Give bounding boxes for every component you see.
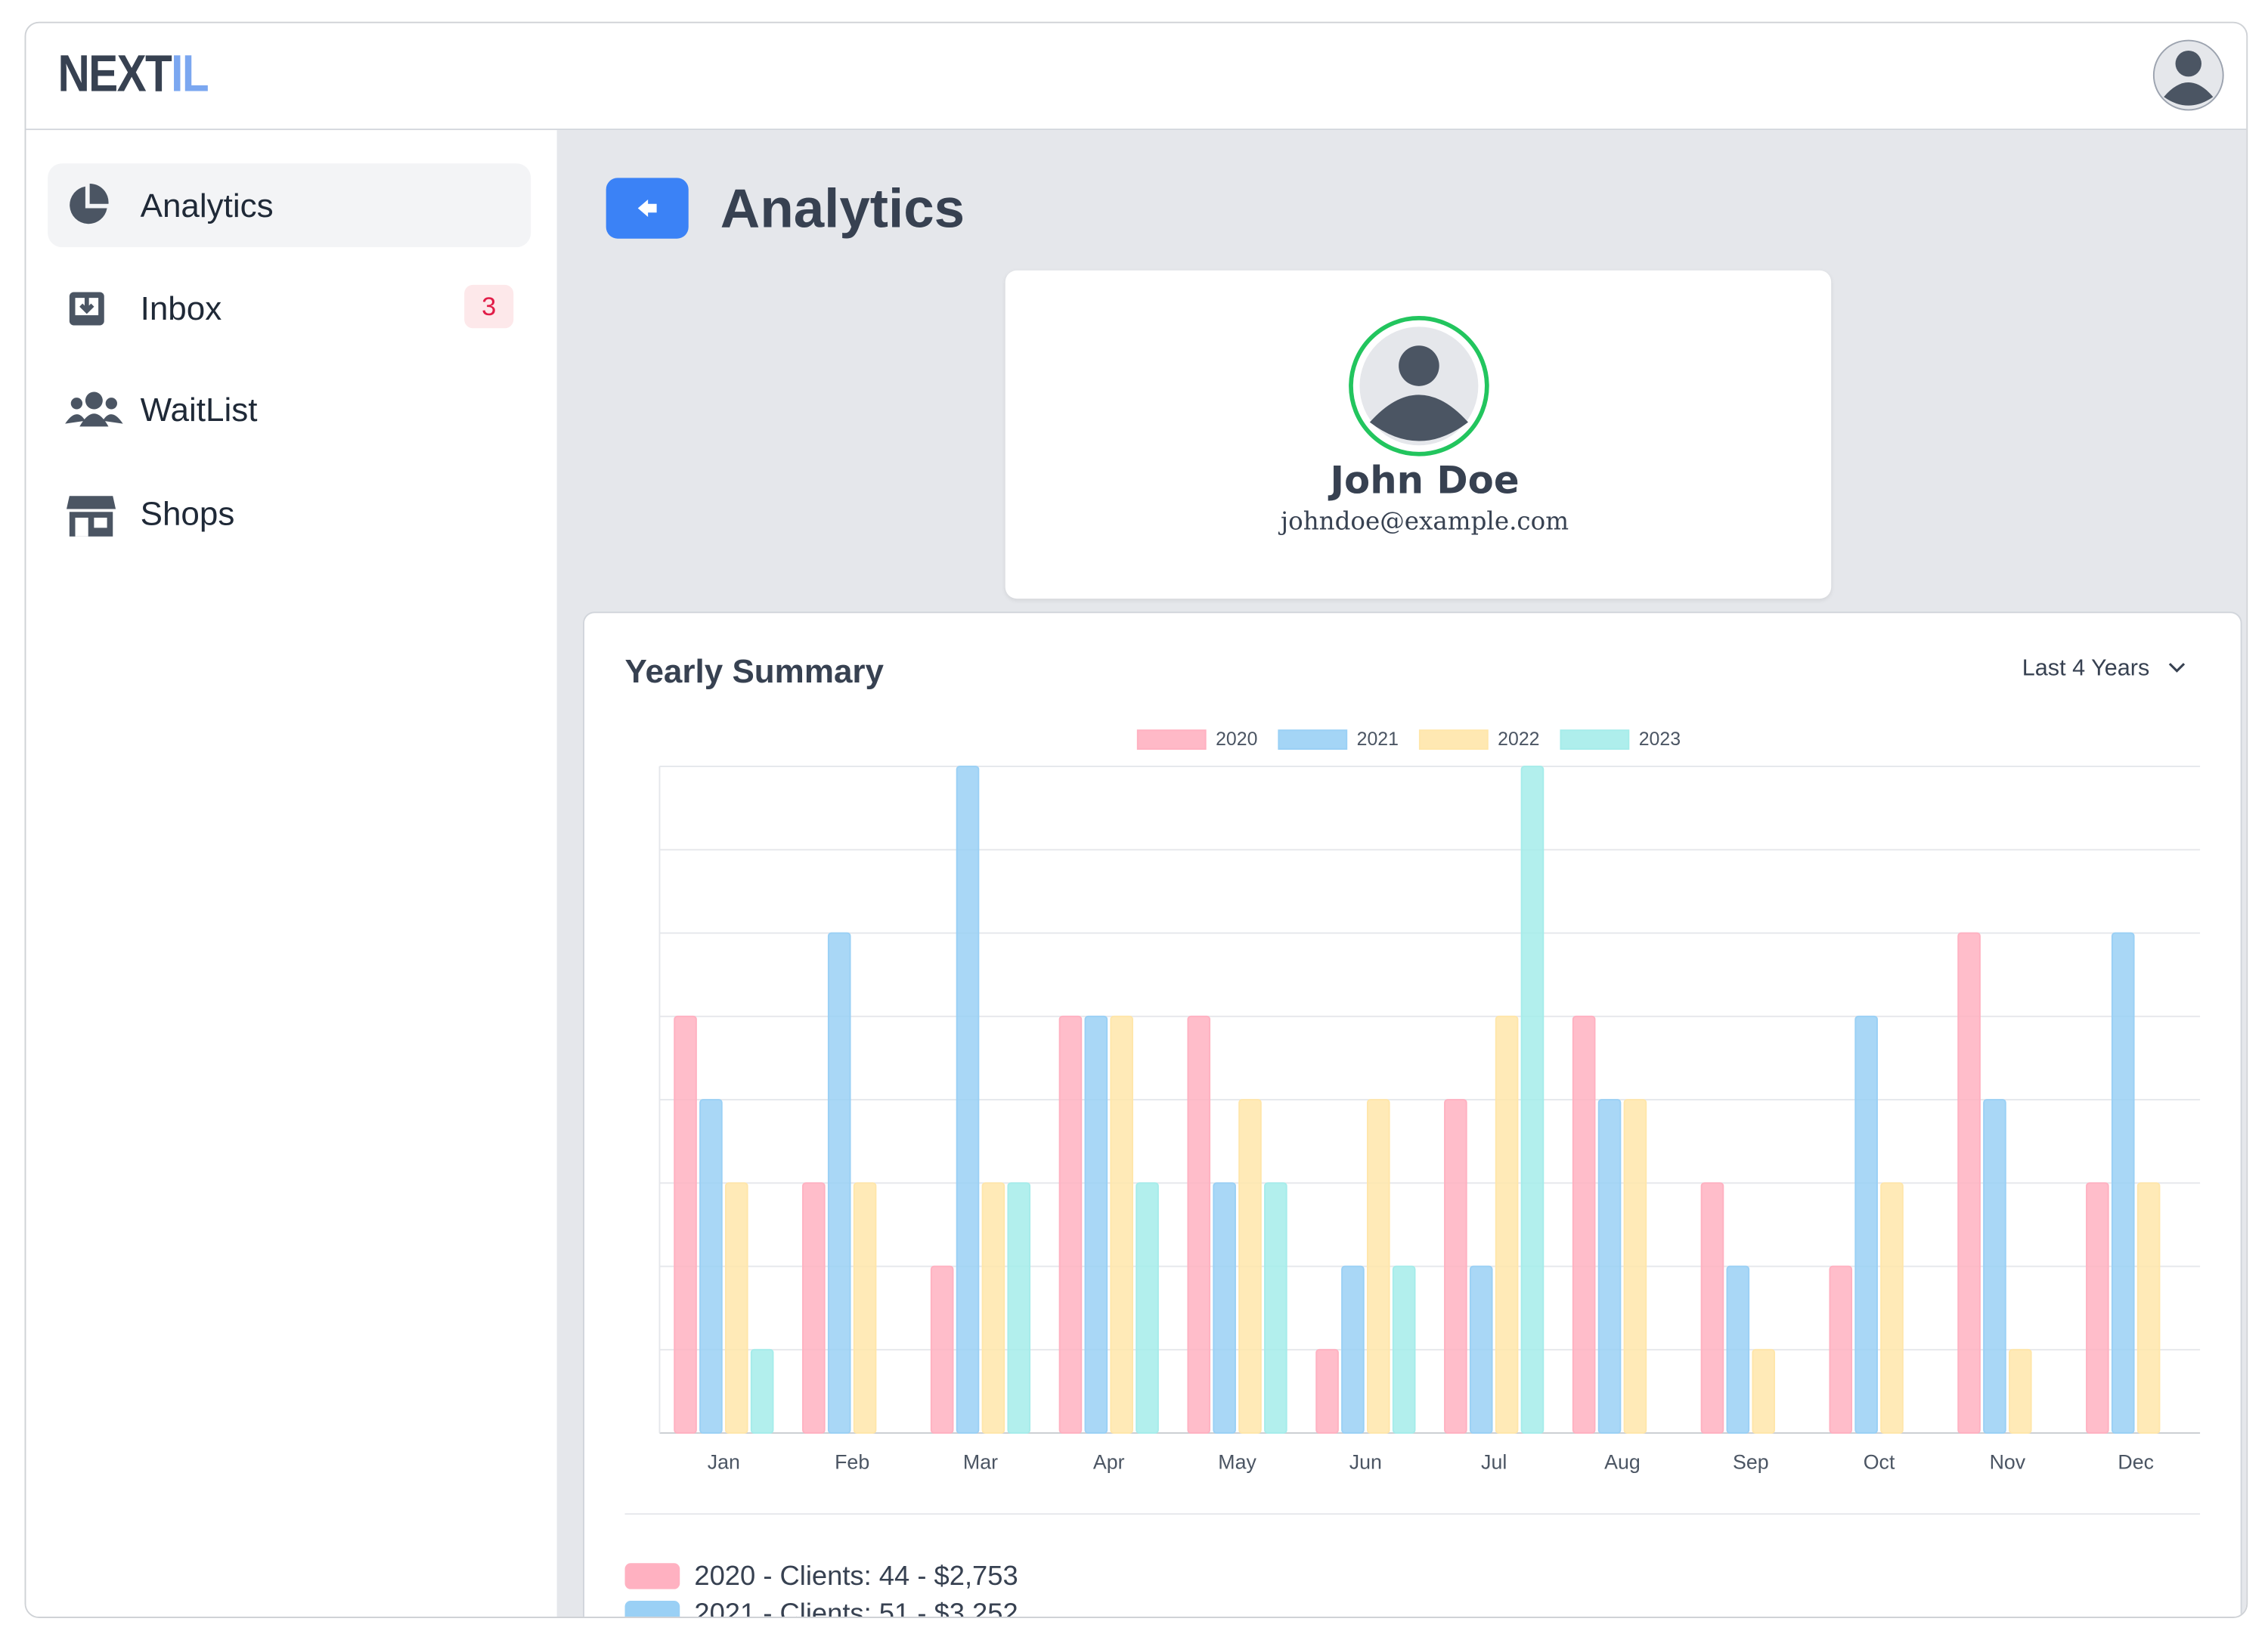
x-tick-label: Dec: [2118, 1450, 2154, 1473]
nav-inbox[interactable]: Inbox 3: [48, 266, 531, 350]
profile-email: johndoe@example.com: [1281, 507, 1569, 537]
logo-accent: IL: [171, 43, 209, 103]
bar: [827, 932, 851, 1434]
nav-analytics[interactable]: Analytics: [48, 163, 531, 248]
bar: [674, 1015, 697, 1434]
x-tick-label: Jul: [1481, 1450, 1507, 1473]
x-tick-label: Oct: [1864, 1450, 1895, 1473]
bar: [930, 1265, 954, 1434]
nav-shops[interactable]: Shops: [48, 472, 531, 555]
main: Analytics John Doe johndoe@example.com Y…: [556, 130, 2247, 1618]
bar: [981, 1182, 1005, 1434]
bar: [1366, 1099, 1390, 1434]
bar: [1597, 1099, 1622, 1434]
bar: [2009, 1348, 2032, 1434]
bar: [1084, 1015, 1108, 1434]
legend-label: 2020: [1216, 729, 1257, 750]
bar: [1880, 1182, 1904, 1434]
bar: [1392, 1265, 1416, 1434]
logo[interactable]: NEXTIL: [57, 43, 209, 104]
profile-name: John Doe: [1330, 460, 1520, 503]
bar: [853, 1182, 877, 1434]
bar-chart: 2020 2021 2022 2023 Jan Feb Mar Apr May Jun Jul Aug…: [624, 729, 2201, 1618]
bar: [1469, 1265, 1493, 1434]
bar: [2111, 932, 2135, 1434]
bar: [1854, 1015, 1878, 1434]
x-tick-label: Apr: [1093, 1450, 1125, 1473]
icon: [70, 183, 109, 224]
legend-label: 2021: [1357, 729, 1399, 750]
summary-text: 2021 - Clients: 51 - $3,252: [694, 1598, 1018, 1618]
page-title: Analytics: [720, 179, 965, 240]
bar: [1752, 1348, 1776, 1434]
sidebar: Analytics Inbox 3 WaitList Shops: [26, 130, 557, 1617]
bar: [1058, 1015, 1083, 1434]
nav-label: Inbox: [140, 289, 222, 327]
x-tick-label: Aug: [1604, 1450, 1641, 1473]
bar: [1315, 1348, 1339, 1434]
bar: [1700, 1182, 1724, 1434]
bar: [1341, 1265, 1365, 1434]
x-tick-label: May: [1218, 1450, 1256, 1473]
bar: [1110, 1015, 1133, 1434]
legend-swatch: [1278, 729, 1348, 750]
bar: [1238, 1099, 1262, 1434]
icon: [67, 496, 116, 537]
x-tick-label: Jun: [1349, 1450, 1382, 1473]
legend-swatch: [1136, 729, 1207, 750]
bar: [1520, 766, 1545, 1434]
profile-card: John Doe johndoe@example.com: [1005, 270, 1832, 599]
badge: 3: [464, 284, 514, 329]
bar: [699, 1099, 723, 1434]
bar: [1829, 1265, 1853, 1434]
bar: [1264, 1182, 1287, 1434]
nav-waitlist[interactable]: WaitList: [48, 367, 531, 451]
bar: [724, 1182, 748, 1434]
x-tick-label: Jan: [708, 1450, 740, 1473]
bar: [1572, 1015, 1596, 1434]
filter-label: Last 4 Years: [2022, 656, 2150, 682]
profile-avatar: [1349, 316, 1489, 456]
legend-swatch: [1418, 729, 1489, 750]
bar: [1957, 932, 1981, 1434]
bar: [1983, 1099, 2006, 1434]
bar: [802, 1182, 826, 1434]
summary-card: Yearly Summary Last 4 Years 2020 2021 2022…: [583, 611, 2242, 1618]
bar: [1623, 1099, 1647, 1434]
bar: [2086, 1182, 2109, 1434]
bar: [1136, 1182, 1159, 1434]
summary-swatch: [624, 1563, 680, 1589]
nav-label: Shops: [140, 494, 235, 533]
icon: [65, 391, 123, 427]
filter-dropdown[interactable]: Last 4 Years: [2022, 657, 2193, 682]
bar: [1495, 1015, 1519, 1434]
legend-label: 2023: [1639, 729, 1681, 750]
header: NEXTIL: [26, 23, 2247, 131]
bar: [1187, 1015, 1211, 1434]
legend-swatch: [1560, 729, 1630, 750]
x-tick-label: Nov: [1990, 1450, 2026, 1473]
app-frame: NEXTIL Analytics Inbox 3 WaitList Shops …: [24, 21, 2248, 1618]
bar: [1007, 1182, 1031, 1434]
legend-label: 2022: [1498, 729, 1539, 750]
bar: [956, 766, 980, 1434]
bar: [1444, 1099, 1467, 1434]
summary-swatch: [624, 1600, 680, 1617]
user-avatar[interactable]: [2152, 39, 2225, 112]
card-title: Yearly Summary: [624, 651, 885, 690]
x-tick-label: Feb: [835, 1450, 869, 1473]
x-tick-label: Mar: [963, 1450, 998, 1473]
nav-label: Analytics: [140, 186, 274, 224]
logo-primary: NEXT: [57, 43, 172, 103]
bar: [750, 1348, 774, 1434]
icon: [69, 292, 104, 326]
nav-label: WaitList: [140, 390, 258, 429]
bar: [1213, 1182, 1236, 1434]
back-button[interactable]: [606, 178, 689, 239]
bar: [1726, 1265, 1750, 1434]
bar: [2136, 1182, 2161, 1434]
summary-text: 2020 - Clients: 44 - $2,753: [694, 1560, 1018, 1591]
x-tick-label: Sep: [1733, 1450, 1769, 1473]
